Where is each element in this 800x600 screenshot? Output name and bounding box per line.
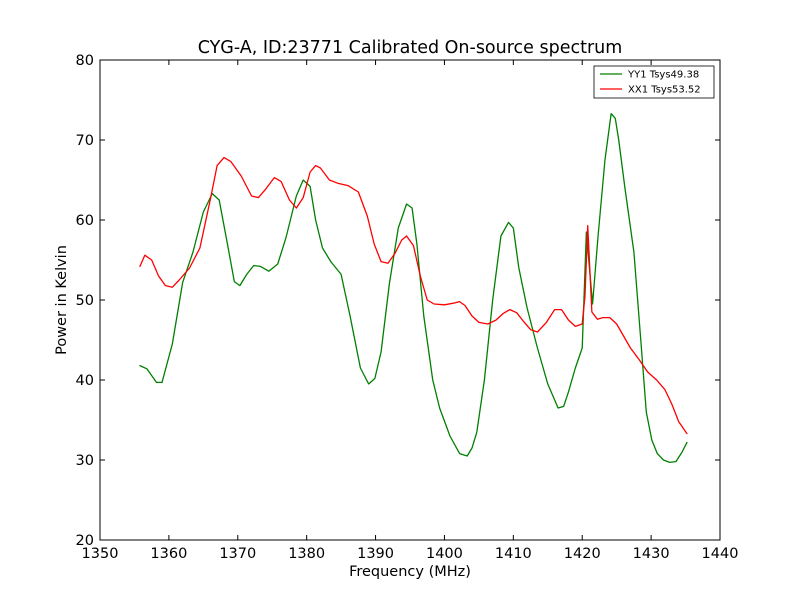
x-tick-label: 1380 [288,546,325,562]
x-tick-label: 1350 [82,546,119,562]
legend-label-0: YY1 Tsys49.38 [627,70,699,81]
chart-title: CYG-A, ID:23771 Calibrated On-source spe… [198,38,623,58]
legend: YY1 Tsys49.38 XX1 Tsys53.52 [593,65,715,99]
y-axis-ticks: 20 30 40 50 60 70 80 [76,53,720,549]
x-tick-label: 1360 [150,546,187,562]
x-tick-label: 1370 [219,546,256,562]
x-tick-label: 1400 [426,546,463,562]
y-tick-label: 60 [76,213,94,229]
y-tick-label: 80 [76,53,94,69]
x-tick-label: 1440 [702,546,739,562]
y-tick-label: 50 [76,293,94,309]
x-tick-label: 1410 [495,546,532,562]
y-tick-label: 20 [76,533,94,549]
y-axis-label: Power in Kelvin [54,245,70,355]
x-axis-ticks: 1350 1360 1370 1380 1390 1400 1410 1420 1430 1440 [82,60,739,562]
legend-label-1: XX1 Tsys53.52 [628,85,701,96]
x-tick-label: 1430 [633,546,670,562]
x-tick-label: 1420 [564,546,601,562]
y-tick-label: 40 [76,373,94,389]
series-layer [139,112,688,464]
legend-box [593,65,715,99]
series-line-1 [139,156,688,435]
x-axis-label: Frequency (MHz) [349,564,471,580]
y-tick-label: 70 [76,133,94,149]
x-tick-label: 1390 [357,546,394,562]
y-tick-label: 30 [76,453,94,469]
series-line-0 [139,112,688,464]
